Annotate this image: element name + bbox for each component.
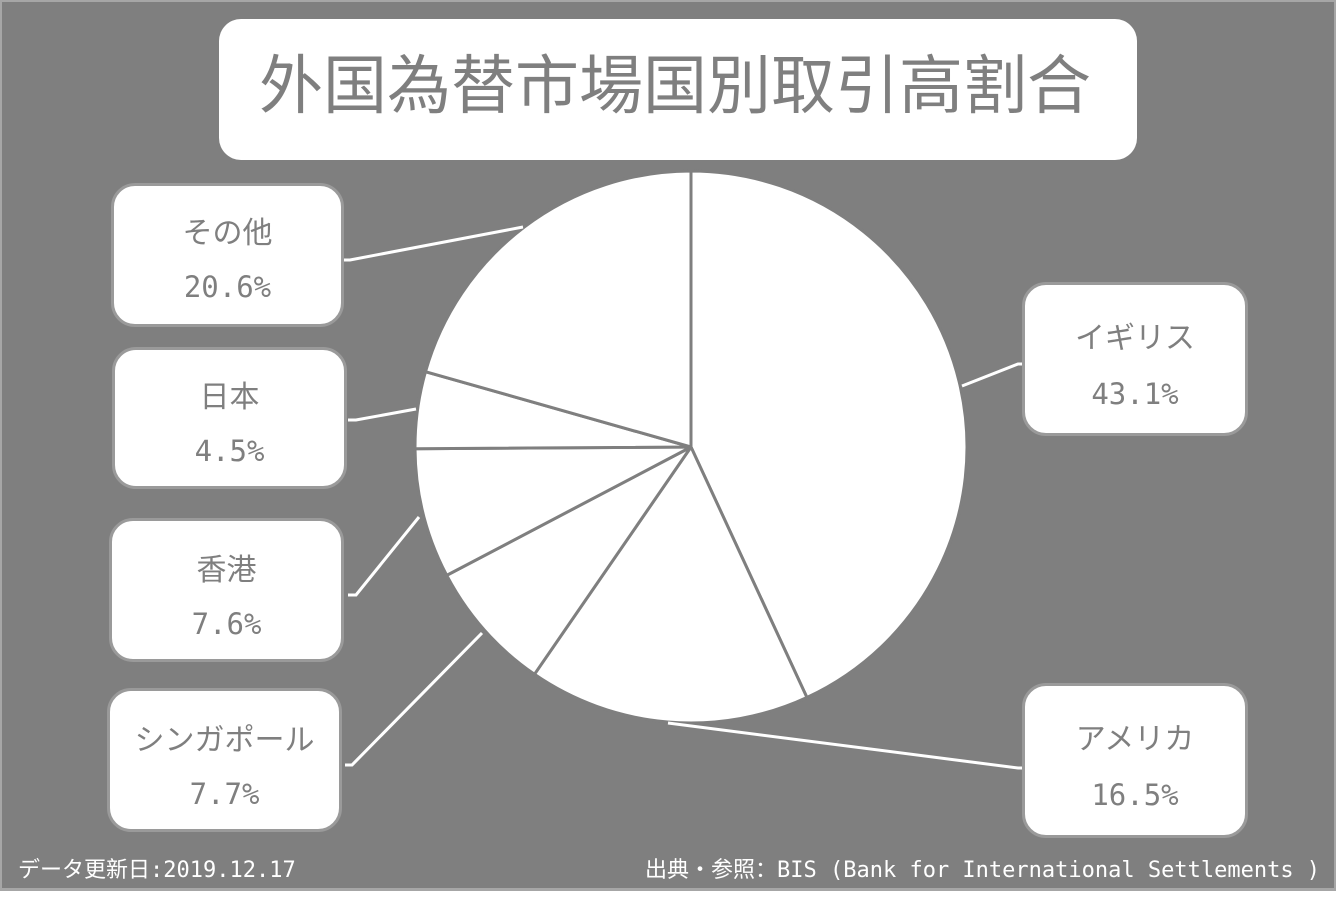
label-box-us: アメリカ 16.5% [1022, 683, 1248, 838]
leader-line-jp [348, 407, 417, 422]
pie-slice [444, 445, 693, 677]
label-value: 7.6% [191, 607, 262, 641]
label-name: 香港 [196, 553, 257, 588]
label-name: その他 [182, 216, 273, 251]
label-box-other: その他 20.6% [111, 183, 344, 327]
leader-line-hk [348, 516, 421, 597]
label-name: イギリス [1075, 321, 1195, 356]
label-value: 20.6% [183, 270, 272, 304]
leader-line-us [667, 721, 1025, 770]
title-box: 外国為替市場国別取引高割合 [219, 19, 1137, 160]
pie-slice [532, 443, 809, 725]
leader-line-other [343, 225, 524, 262]
label-value: 43.1% [1091, 377, 1179, 411]
leader-line-sg [345, 631, 484, 767]
pie-slices [413, 169, 969, 725]
label-box-uk: イギリス 43.1% [1022, 282, 1248, 436]
label-box-hk: 香港 7.6% [109, 518, 344, 662]
label-name: シンガポール [134, 723, 315, 758]
pie-slice [423, 169, 693, 449]
label-name: 日本 [199, 380, 260, 415]
label-value: 16.5% [1091, 778, 1179, 812]
update-date: データ更新日:2019.12.17 [18, 858, 296, 883]
label-value: 4.5% [194, 434, 265, 468]
label-name: アメリカ [1075, 722, 1195, 757]
chart-title: 外国為替市場国別取引高割合 [259, 50, 1091, 124]
pie-slice [413, 445, 692, 578]
source-citation: 出典・参照：BIS (Bank for International Settle… [645, 858, 1321, 883]
label-value: 7.7% [189, 777, 260, 811]
label-box-sg: シンガポール 7.7% [107, 688, 342, 832]
leader-line-uk [961, 362, 1025, 388]
pie-slice [689, 169, 969, 700]
label-box-jp: 日本 4.5% [112, 347, 347, 489]
